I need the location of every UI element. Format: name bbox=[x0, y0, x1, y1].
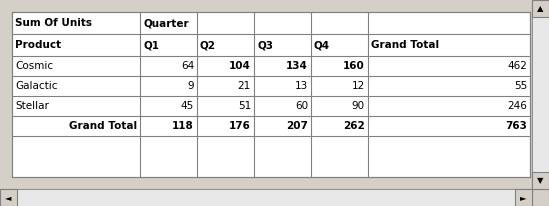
Text: ◄: ◄ bbox=[5, 193, 12, 202]
Text: 12: 12 bbox=[352, 81, 365, 91]
Text: 64: 64 bbox=[181, 61, 194, 71]
Text: Cosmic: Cosmic bbox=[15, 61, 53, 71]
Text: Stellar: Stellar bbox=[15, 101, 49, 111]
Bar bbox=[17, 189, 515, 206]
Bar bbox=[532, 0, 549, 17]
Text: 21: 21 bbox=[238, 81, 251, 91]
Text: 13: 13 bbox=[295, 81, 308, 91]
Text: 262: 262 bbox=[343, 121, 365, 131]
Text: 462: 462 bbox=[507, 61, 527, 71]
Text: Grand Total: Grand Total bbox=[371, 40, 439, 50]
Bar bbox=[0, 189, 532, 206]
Text: Q3: Q3 bbox=[257, 40, 273, 50]
Text: Quarter: Quarter bbox=[143, 18, 189, 28]
Bar bbox=[12, 12, 530, 177]
Text: 60: 60 bbox=[295, 101, 308, 111]
Bar bbox=[532, 0, 549, 189]
Text: ►: ► bbox=[520, 193, 526, 202]
Text: Q4: Q4 bbox=[314, 40, 330, 50]
Text: Sum Of Units: Sum Of Units bbox=[15, 18, 92, 28]
Text: Galactic: Galactic bbox=[15, 81, 58, 91]
Bar bbox=[0, 189, 17, 206]
Text: ▼: ▼ bbox=[537, 176, 544, 185]
Text: 9: 9 bbox=[187, 81, 194, 91]
Text: 176: 176 bbox=[229, 121, 251, 131]
Text: 90: 90 bbox=[352, 101, 365, 111]
Text: 104: 104 bbox=[229, 61, 251, 71]
Text: 55: 55 bbox=[514, 81, 527, 91]
Bar bbox=[515, 189, 532, 206]
Bar bbox=[532, 189, 549, 206]
Text: 45: 45 bbox=[181, 101, 194, 111]
Text: 51: 51 bbox=[238, 101, 251, 111]
Text: Q2: Q2 bbox=[200, 40, 216, 50]
Text: Product: Product bbox=[15, 40, 61, 50]
Text: ▲: ▲ bbox=[537, 4, 544, 13]
Bar bbox=[532, 172, 549, 189]
Text: Q1: Q1 bbox=[143, 40, 159, 50]
Bar bbox=[532, 17, 549, 172]
Text: 763: 763 bbox=[505, 121, 527, 131]
Text: 246: 246 bbox=[507, 101, 527, 111]
Text: 207: 207 bbox=[286, 121, 308, 131]
Text: Grand Total: Grand Total bbox=[69, 121, 137, 131]
Text: 134: 134 bbox=[286, 61, 308, 71]
Text: 160: 160 bbox=[343, 61, 365, 71]
Text: 118: 118 bbox=[172, 121, 194, 131]
